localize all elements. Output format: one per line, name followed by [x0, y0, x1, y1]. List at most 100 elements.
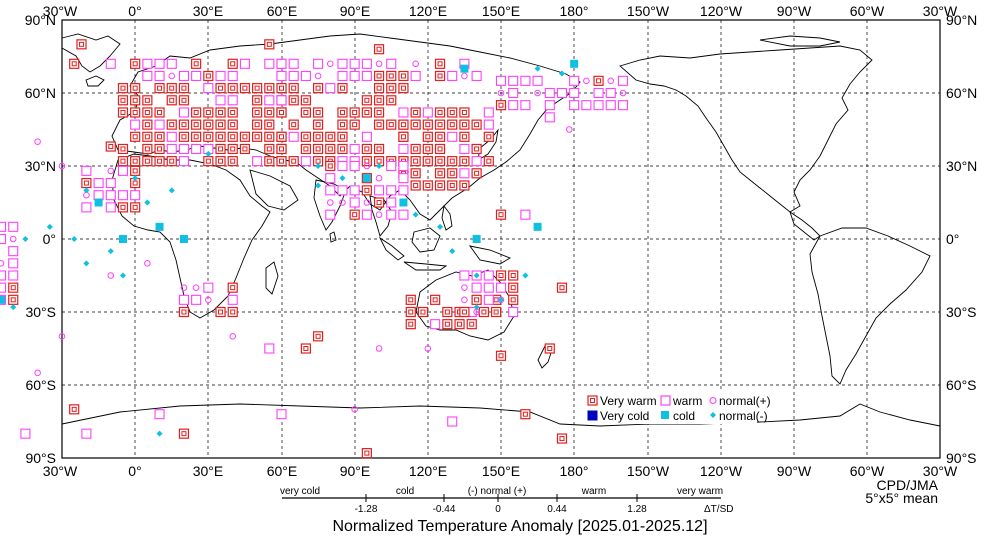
very-warm-marker — [81, 177, 92, 189]
normal-plus-marker — [339, 199, 346, 206]
very-warm-marker-inner — [218, 146, 224, 152]
very-warm-marker — [239, 131, 251, 142]
very-warm-marker-inner — [437, 73, 443, 79]
very-warm-marker-inner — [315, 109, 321, 115]
very-warm-marker — [459, 306, 470, 318]
very-warm-marker-inner — [303, 109, 309, 115]
very-warm-marker-inner — [266, 41, 272, 47]
very-warm-marker — [434, 143, 446, 155]
warm-marker — [203, 282, 214, 293]
left-latitude-labels: 90°N 60°N 30°N 0° 30°S 60°S 90°S — [25, 12, 56, 466]
warm-marker — [142, 58, 153, 69]
warm-marker — [361, 209, 372, 220]
normal-minus-marker — [205, 150, 212, 157]
very-warm-marker-inner — [376, 109, 382, 115]
very-warm-marker — [276, 156, 287, 167]
very-warm-marker-inner — [498, 102, 504, 108]
very-warm-marker — [398, 70, 409, 82]
very-warm-marker-inner — [437, 122, 443, 128]
very-warm-marker — [142, 107, 153, 118]
very-warm-marker — [447, 180, 458, 191]
very-warm-marker-inner — [303, 134, 309, 140]
right-lat-label: 30°N — [946, 158, 977, 174]
very-warm-marker — [422, 180, 433, 191]
normal-minus-marker — [10, 304, 17, 311]
very-warm-marker-inner — [144, 158, 150, 164]
very-warm-marker — [410, 156, 421, 167]
very-warm-marker — [466, 319, 477, 330]
warm-marker — [130, 119, 141, 130]
right-lat-label: 0° — [946, 231, 959, 247]
very-warm-marker — [337, 83, 348, 94]
very-warm-marker-inner — [181, 134, 187, 140]
very-warm-marker — [337, 131, 348, 142]
legend-normal-minus-label: normal(-) — [719, 409, 768, 423]
very-warm-marker — [373, 83, 385, 94]
warm-marker — [8, 270, 19, 281]
very-warm-marker — [442, 319, 453, 330]
very-warm-marker — [117, 83, 129, 94]
sumatra-coast — [378, 236, 405, 261]
warm-marker — [471, 70, 482, 82]
very-warm-marker — [276, 143, 287, 155]
warm-marker — [130, 190, 141, 201]
scale-category-cold: cold — [396, 486, 414, 497]
normal-plus-marker — [314, 72, 322, 80]
warm-marker — [191, 143, 202, 155]
very-warm-marker-inner — [437, 61, 443, 67]
very-warm-marker — [337, 143, 348, 155]
very-warm-marker-inner — [193, 109, 199, 115]
very-warm-marker-inner — [205, 73, 211, 79]
very-warm-marker — [544, 343, 555, 354]
very-warm-marker-inner — [420, 309, 426, 315]
warm-marker — [398, 107, 409, 118]
very-warm-marker — [483, 131, 494, 142]
very-warm-marker-inner — [181, 122, 187, 128]
warm-marker — [459, 143, 470, 155]
warm-marker — [325, 185, 336, 196]
legend-cold-symbol — [661, 411, 669, 419]
very-warm-marker — [8, 282, 19, 293]
very-warm-marker-inner — [493, 309, 499, 315]
warm-marker — [508, 100, 519, 111]
very-warm-marker-inner — [437, 109, 443, 115]
very-warm-marker-inner — [339, 146, 345, 152]
very-warm-marker — [417, 306, 429, 318]
very-warm-marker — [142, 143, 153, 155]
very-warm-marker — [215, 83, 226, 94]
very-warm-marker — [491, 306, 502, 318]
very-warm-marker-inner — [10, 285, 16, 291]
cold-marker — [362, 174, 371, 183]
warm-marker — [398, 160, 409, 172]
very-warm-marker — [300, 95, 311, 106]
normal-plus-marker — [205, 296, 212, 304]
very-warm-marker-inner — [444, 309, 450, 315]
very-warm-marker-inner — [432, 297, 438, 303]
very-warm-marker — [191, 131, 202, 142]
normal-plus-marker — [34, 369, 41, 377]
very-warm-marker — [447, 168, 458, 179]
top-label: 30°E — [193, 3, 224, 19]
very-warm-marker — [454, 319, 465, 330]
very-warm-marker-inner — [339, 122, 345, 128]
very-warm-marker-inner — [408, 321, 414, 327]
very-warm-marker — [69, 404, 80, 415]
very-warm-marker-inner — [79, 41, 85, 47]
very-warm-marker — [142, 95, 153, 106]
normal-minus-marker — [315, 182, 322, 189]
very-warm-marker-inner — [486, 134, 492, 140]
very-warm-marker-inner — [132, 61, 138, 67]
arctic-islands-coast — [759, 35, 841, 47]
very-warm-marker — [117, 143, 129, 155]
very-warm-marker — [252, 131, 263, 142]
warm-marker — [20, 428, 31, 439]
warm-marker — [154, 119, 165, 130]
very-warm-marker-inner — [279, 134, 284, 140]
very-warm-marker-inner — [388, 97, 394, 103]
warm-marker — [386, 160, 397, 172]
very-warm-marker — [215, 306, 226, 318]
warm-marker — [337, 160, 348, 172]
warm-marker — [215, 95, 226, 106]
very-warm-marker — [288, 156, 299, 167]
